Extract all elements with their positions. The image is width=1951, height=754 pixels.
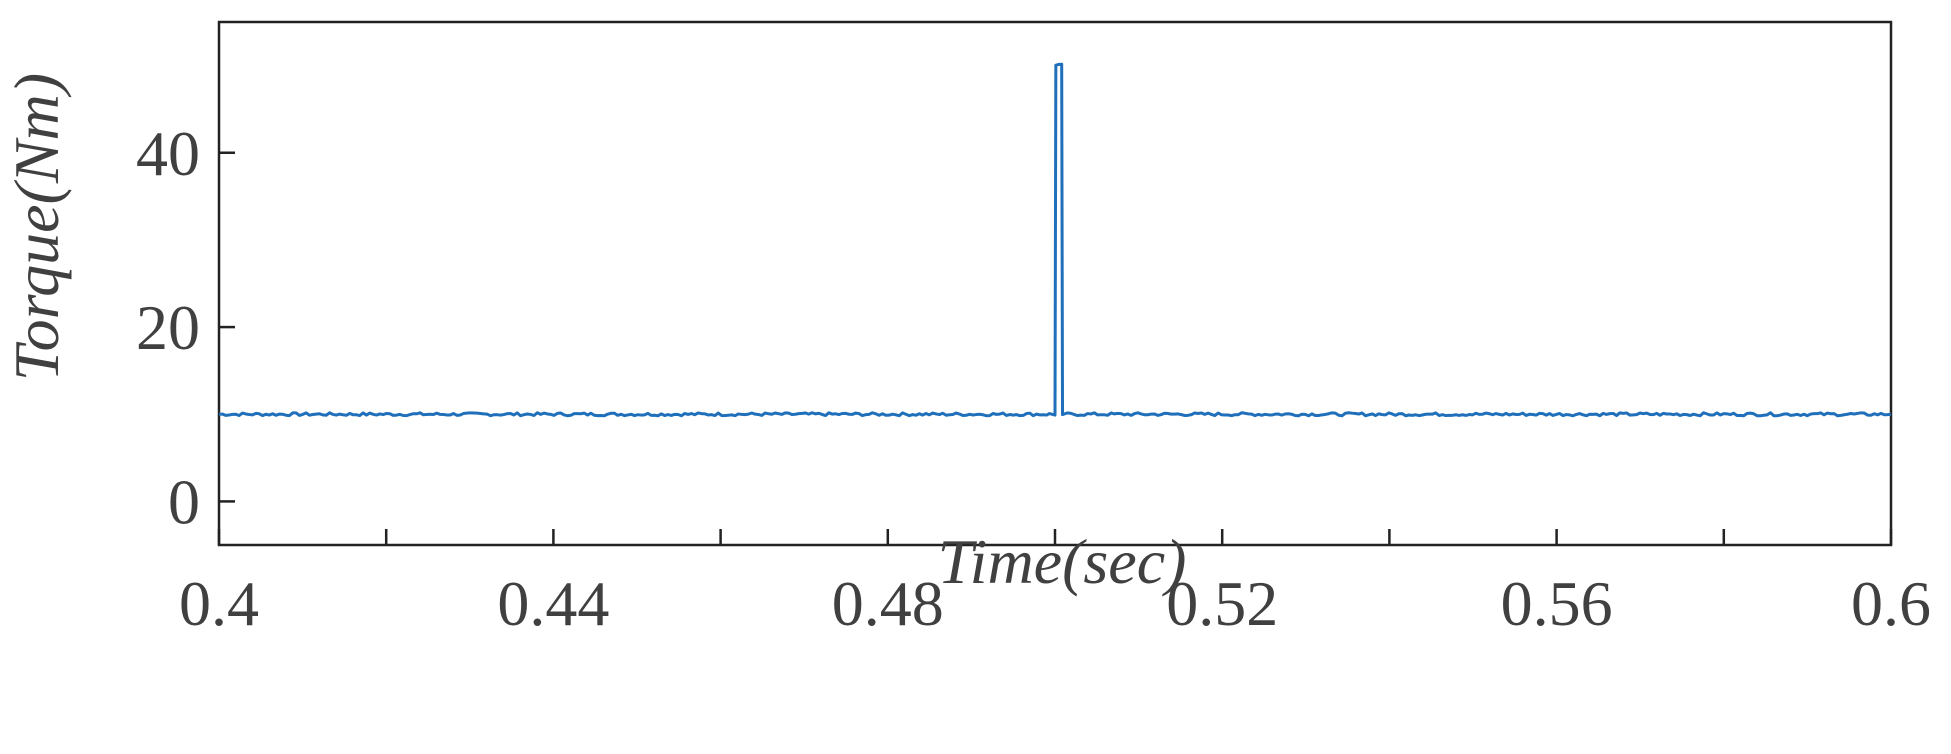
series-layer xyxy=(218,62,1892,418)
x-tick-label: 0.52 xyxy=(1166,568,1278,639)
x-tick-label: 0.6 xyxy=(1851,568,1931,639)
x-tick-label: 0.56 xyxy=(1501,568,1613,639)
x-tick-label: 0.4 xyxy=(179,568,259,639)
y-tick-label: 20 xyxy=(136,292,200,363)
y-tick-label: 0 xyxy=(168,466,200,537)
x-tick-label: 0.48 xyxy=(832,568,944,639)
y-tick-label: 40 xyxy=(136,118,200,189)
x-axis-title: Time(sec) xyxy=(938,526,1187,597)
x-tick-label: 0.44 xyxy=(497,568,609,639)
y-axis-title: Torque(Nm) xyxy=(1,73,72,381)
labels-layer: Time(sec) Torque(Nm) 0.4 0.44 0.48 0.52 0.56… xyxy=(1,73,1931,639)
ticks-layer xyxy=(217,151,1893,545)
torque-series-line xyxy=(218,62,1892,418)
